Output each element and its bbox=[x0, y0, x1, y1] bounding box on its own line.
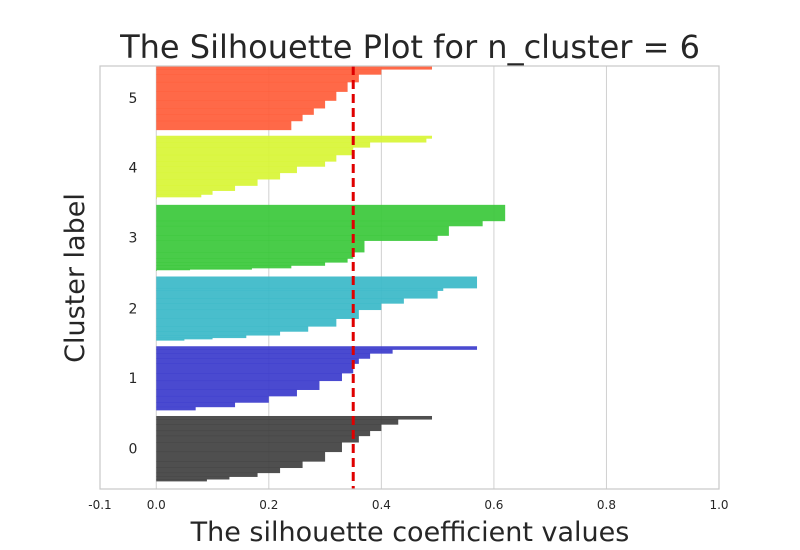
silhouette-bar-segment bbox=[156, 161, 326, 167]
silhouette-bar-segment bbox=[156, 225, 449, 236]
silhouette-bar-segment bbox=[156, 185, 236, 191]
silhouette-bar-segment bbox=[156, 419, 399, 425]
cluster-label-4: 4 bbox=[129, 160, 138, 176]
silhouette-bar-segment bbox=[156, 402, 236, 408]
silhouette-bar-segment bbox=[156, 142, 371, 148]
silhouette-bar-segment bbox=[156, 309, 359, 319]
silhouette-bar-segment bbox=[156, 349, 393, 354]
chart-title: The Silhouette Plot for n_cluster = 6 bbox=[119, 28, 700, 66]
silhouette-bar-segment bbox=[156, 258, 348, 263]
silhouette-bar-segment bbox=[156, 337, 213, 340]
silhouette-bar-segment bbox=[156, 120, 292, 131]
silhouette-bar-segment bbox=[156, 373, 342, 382]
cluster-label-0: 0 bbox=[129, 441, 138, 457]
silhouette-bar-segment bbox=[156, 406, 196, 411]
cluster-3-silhouette bbox=[156, 204, 506, 271]
silhouette-bar-segment bbox=[156, 476, 230, 480]
silhouette-bar-segment bbox=[156, 252, 354, 259]
silhouette-bar-segment bbox=[156, 318, 337, 327]
silhouette-bar-segment bbox=[156, 262, 326, 266]
silhouette-bar-segment bbox=[156, 415, 433, 420]
cluster-label-5: 5 bbox=[129, 91, 138, 107]
silhouette-bar-segment bbox=[156, 331, 281, 336]
x-tick-label: -0.1 bbox=[88, 498, 111, 512]
plot-frame bbox=[99, 65, 720, 490]
silhouette-bar-segment bbox=[156, 363, 354, 374]
silhouette-bar-segment bbox=[156, 108, 314, 115]
silhouette-bar-segment bbox=[156, 154, 337, 162]
cluster-label-2: 2 bbox=[129, 301, 138, 317]
x-tick-label: 0.2 bbox=[259, 498, 278, 512]
silhouette-bar-segment bbox=[156, 172, 281, 180]
silhouette-bar-segment bbox=[156, 269, 157, 271]
silhouette-bar-segment bbox=[156, 204, 506, 222]
silhouette-bar-segment bbox=[156, 240, 365, 253]
silhouette-bar-segment bbox=[156, 179, 258, 186]
x-tick-labels: -0.1 0.0 0.2 0.4 0.6 0.8 1.0 bbox=[88, 498, 728, 512]
silhouette-bar-segment bbox=[156, 265, 292, 269]
silhouette-bar-segment bbox=[156, 267, 252, 270]
x-tick-label: 0.0 bbox=[147, 498, 166, 512]
cluster-1-silhouette bbox=[156, 346, 478, 411]
x-axis-label: The silhouette coefficient values bbox=[190, 517, 630, 548]
cluster-label-3: 3 bbox=[129, 231, 138, 247]
silhouette-bar-segment bbox=[156, 472, 258, 477]
silhouette-bar-segment bbox=[156, 435, 359, 443]
silhouette-bar-segment bbox=[156, 442, 342, 453]
silhouette-bar-segment bbox=[156, 380, 320, 390]
silhouette-bar-segment bbox=[156, 138, 427, 143]
silhouette-bar-segment bbox=[156, 114, 303, 122]
silhouette-bar-segment bbox=[156, 69, 382, 75]
x-tick-label: 0.4 bbox=[372, 498, 391, 512]
silhouette-bar-segment bbox=[156, 338, 185, 341]
silhouette-bar-segment bbox=[156, 276, 478, 289]
silhouette-bar-segment bbox=[156, 424, 382, 432]
silhouette-bar-segment bbox=[156, 91, 337, 101]
silhouette-bar-segment bbox=[156, 269, 191, 271]
silhouette-bar-segment bbox=[156, 298, 404, 304]
silhouette-bar-segment bbox=[156, 353, 371, 359]
silhouette-bar-segment bbox=[156, 66, 433, 70]
silhouette-bar-segment bbox=[156, 461, 303, 469]
silhouette-bar-segment bbox=[156, 166, 297, 174]
silhouette-bar-segment bbox=[156, 220, 483, 227]
y-axis-label: Cluster label bbox=[60, 193, 91, 363]
silhouette-bar-segment bbox=[156, 81, 348, 92]
silhouette-bar-segment bbox=[156, 389, 297, 397]
x-tick-label: 0.6 bbox=[484, 498, 503, 512]
silhouette-bar-segment bbox=[156, 235, 438, 241]
silhouette-bar-segment bbox=[156, 346, 478, 350]
x-tick-label: 0.8 bbox=[597, 498, 616, 512]
silhouette-bar-segment bbox=[156, 335, 247, 339]
cluster-0-silhouette bbox=[156, 415, 433, 482]
silhouette-bar-segment bbox=[156, 430, 371, 437]
silhouette-bar-segment bbox=[156, 326, 309, 332]
silhouette-bar-segment bbox=[156, 194, 202, 198]
silhouette-bar-segment bbox=[156, 74, 359, 83]
silhouette-bar-segment bbox=[156, 196, 157, 200]
x-tick-label: 1.0 bbox=[709, 498, 728, 512]
silhouette-bar-segment bbox=[156, 479, 207, 482]
silhouette-bar-segment bbox=[156, 100, 326, 109]
cluster-labels: 0 1 2 3 4 5 bbox=[129, 91, 138, 458]
cluster-2-silhouette bbox=[156, 276, 478, 341]
silhouette-bar-segment bbox=[156, 287, 444, 291]
silhouette-bar-segment bbox=[156, 395, 269, 403]
silhouette-bars bbox=[156, 66, 506, 482]
silhouette-bar-segment bbox=[156, 467, 281, 474]
silhouette-bar-segment bbox=[156, 190, 213, 195]
cluster-5-silhouette bbox=[156, 66, 433, 131]
silhouette-bar-segment bbox=[156, 290, 438, 299]
silhouette-bar-segment bbox=[156, 358, 359, 364]
cluster-4-silhouette bbox=[156, 135, 433, 200]
cluster-label-1: 1 bbox=[129, 371, 138, 387]
silhouette-bar-segment bbox=[156, 303, 382, 311]
silhouette-bar-segment bbox=[156, 451, 326, 462]
silhouette-bar-segment bbox=[156, 135, 433, 139]
silhouette-bar-segment bbox=[156, 147, 354, 156]
